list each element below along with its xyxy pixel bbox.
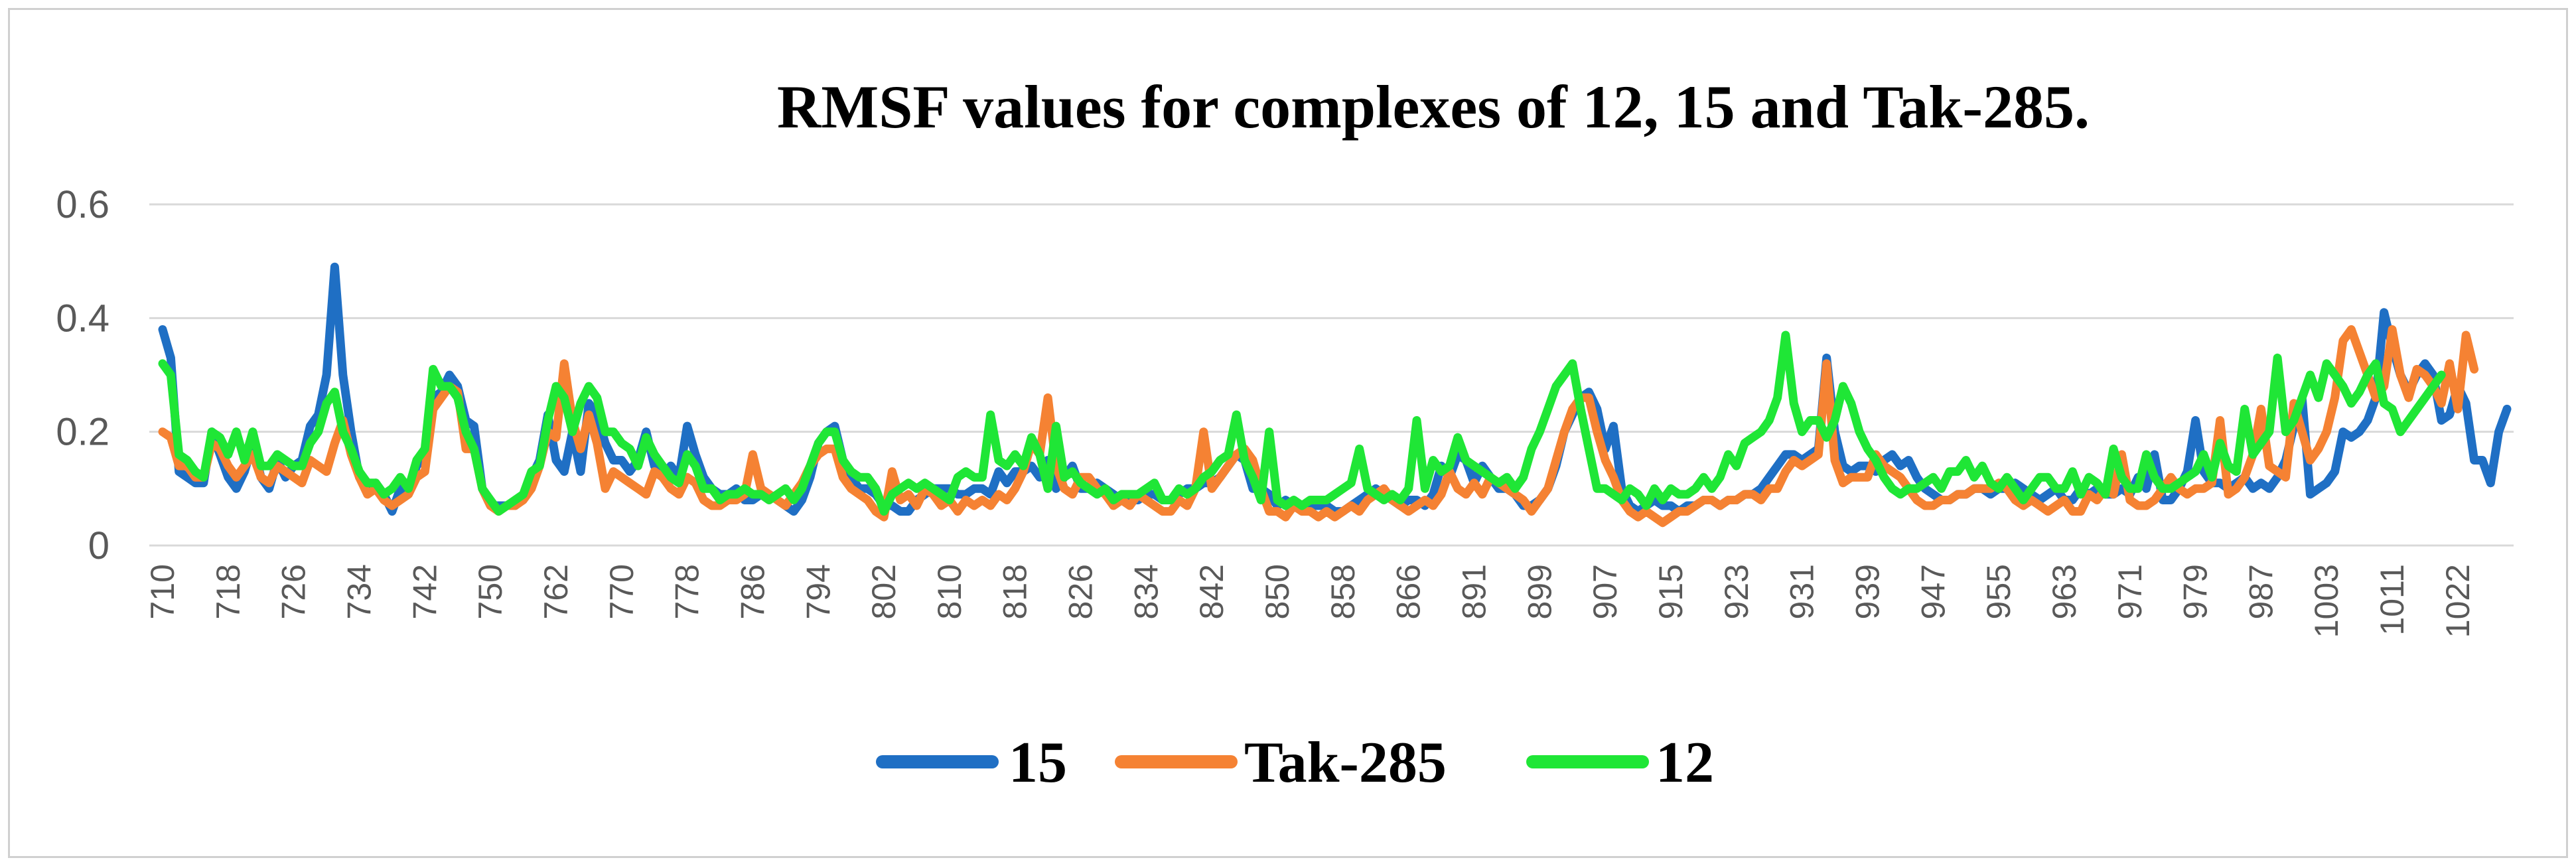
x-tick-label: 939 <box>1849 564 1886 619</box>
y-tick-label: 0.4 <box>56 297 109 340</box>
x-tick-label: 762 <box>537 564 575 619</box>
x-tick-label: 858 <box>1324 564 1362 619</box>
x-tick-label: 891 <box>1456 564 1493 619</box>
x-tick-label: 987 <box>2242 564 2279 619</box>
x-tick-label: 899 <box>1521 564 1558 619</box>
x-tick-label: 842 <box>1193 564 1230 619</box>
series-layer <box>158 262 2512 528</box>
x-tick-label: 750 <box>472 564 509 619</box>
y-tick-label: 0.2 <box>56 411 109 454</box>
x-tick-label: 742 <box>406 564 443 619</box>
x-tick-label: 794 <box>800 564 837 619</box>
x-tick-label: 963 <box>2046 564 2083 619</box>
x-tick-label: 718 <box>210 564 247 619</box>
x-tick-label: 818 <box>997 564 1034 619</box>
y-axis-ticks: 0 0.2 0.4 0.6 <box>56 183 109 567</box>
x-tick-label: 802 <box>865 564 902 619</box>
x-axis-ticks: 710 718 726 734 742 750 762 770 778 786 794 802 810 8… <box>144 564 2476 638</box>
x-tick-label: 947 <box>1914 564 1952 619</box>
x-tick-label: 778 <box>669 564 706 619</box>
x-tick-label: 1003 <box>2308 564 2345 638</box>
x-tick-label: 866 <box>1390 564 1427 619</box>
x-tick-label: 786 <box>734 564 771 619</box>
x-tick-label: 907 <box>1587 564 1624 619</box>
x-tick-label: 955 <box>1980 564 2017 619</box>
y-tick-label: 0 <box>88 524 109 567</box>
x-tick-label: 850 <box>1259 564 1296 619</box>
x-tick-label: 710 <box>144 564 181 619</box>
x-tick-label: 770 <box>603 564 640 619</box>
y-tick-label: 0.6 <box>56 183 109 226</box>
series-line-tak-285 <box>158 325 2479 528</box>
series-line-12 <box>158 330 2446 516</box>
x-tick-label: 726 <box>275 564 313 619</box>
x-tick-label: 971 <box>2111 564 2149 619</box>
x-tick-label: 1011 <box>2374 564 2411 636</box>
legend-label: 12 <box>1656 731 1714 795</box>
x-tick-label: 834 <box>1127 564 1165 619</box>
legend: 15 Tak-285 12 <box>876 731 1714 795</box>
chart-frame <box>8 8 2568 858</box>
legend-label: Tak-285 <box>1244 731 1447 795</box>
x-tick-label: 979 <box>2177 564 2214 619</box>
legend-label: 15 <box>1009 731 1067 795</box>
x-tick-label: 931 <box>1784 564 1821 619</box>
x-tick-label: 810 <box>931 564 968 619</box>
x-tick-label: 915 <box>1652 564 1689 619</box>
x-tick-label: 826 <box>1062 564 1100 619</box>
x-tick-label: 734 <box>340 564 378 619</box>
x-tick-label: 1022 <box>2439 564 2476 638</box>
x-tick-label: 923 <box>1718 564 1755 619</box>
chart-title: RMSF values for complexes of 12, 15 and … <box>777 73 2090 141</box>
